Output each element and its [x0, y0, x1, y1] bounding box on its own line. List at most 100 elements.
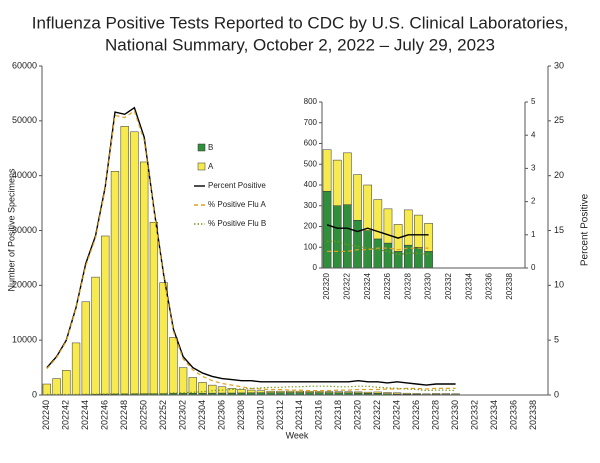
y2-tick-label: 30	[554, 60, 564, 70]
bar	[424, 223, 433, 252]
bar	[120, 126, 129, 395]
y2-tick-label: 0	[531, 263, 536, 272]
bar	[285, 390, 295, 393]
bar	[52, 378, 61, 396]
y-tick-label: 100	[304, 242, 318, 251]
bar	[431, 393, 441, 395]
x-tick-label: 202326	[411, 400, 421, 430]
bar	[334, 391, 343, 394]
bar	[140, 161, 149, 395]
bar	[383, 242, 393, 269]
y-tick-label: 60000	[12, 60, 37, 70]
bar	[451, 393, 460, 395]
bar	[422, 393, 431, 395]
x-tick-label: 202250	[139, 400, 149, 430]
x-tick-label: 202338	[505, 272, 514, 299]
y-tick-label: 800	[304, 97, 318, 106]
x-tick-label: 202336	[485, 272, 494, 299]
bar	[62, 370, 71, 396]
y-tick-label: 700	[304, 118, 318, 127]
bar	[110, 171, 120, 395]
x-tick-label: 202324	[363, 272, 372, 299]
line	[326, 224, 429, 239]
line	[327, 247, 429, 252]
bar	[101, 235, 110, 395]
legend-label: Percent Positive	[208, 181, 266, 190]
bar	[332, 159, 342, 207]
legend-label: A	[208, 162, 214, 171]
x-tick-label: 202240	[41, 400, 51, 430]
x-tick-label: 202310	[255, 400, 265, 430]
bar	[42, 383, 52, 396]
y2-tick-label: 15	[554, 225, 564, 235]
y2-tick-label: 5	[554, 335, 559, 345]
bar	[412, 393, 421, 395]
y-tick-label: 50000	[12, 115, 37, 125]
bar	[315, 391, 324, 393]
bar	[130, 131, 139, 395]
x-tick-label: 202330	[450, 400, 460, 430]
x-tick-label: 202324	[392, 400, 402, 430]
y-tick-label: 40000	[12, 170, 37, 180]
bar	[81, 301, 90, 395]
bar	[247, 389, 256, 394]
y-tick-label: 200	[304, 222, 318, 231]
y2-tick-label: 25	[554, 115, 564, 125]
bar	[343, 204, 352, 269]
bar	[441, 393, 450, 395]
bar	[373, 199, 383, 240]
y-tick-label: 600	[304, 139, 318, 148]
bar	[393, 251, 403, 269]
x-tick-label: 202330	[424, 272, 433, 299]
y2-tick-label: 10	[554, 280, 564, 290]
x-tick-label: 202326	[383, 272, 392, 299]
bar	[344, 391, 353, 394]
bar	[414, 214, 423, 248]
bar	[208, 384, 217, 394]
x-tick-label: 202304	[197, 400, 207, 430]
x-tick-label: 202332	[469, 400, 479, 430]
y2-tick-label: 2	[531, 197, 536, 206]
y-tick-label: 0	[32, 389, 37, 399]
y2-tick-label: 5	[531, 97, 536, 106]
x-tick-label: 202322	[342, 272, 351, 299]
x-tick-label: 202320	[322, 272, 331, 299]
x-tick-label: 202334	[489, 400, 499, 430]
y-tick-label: 400	[304, 180, 318, 189]
bar	[237, 389, 246, 394]
bar	[178, 367, 188, 394]
x-tick-label: 202314	[294, 400, 304, 430]
plot-area	[322, 102, 525, 268]
bar	[383, 208, 393, 244]
bar	[256, 390, 266, 393]
bar	[71, 342, 81, 395]
x-tick-label: 202318	[333, 400, 343, 430]
y2-tick-label: 20	[554, 170, 564, 180]
bar	[383, 392, 392, 394]
legend-swatch	[197, 162, 206, 171]
x-tick-label: 202312	[275, 400, 285, 430]
bar	[322, 190, 332, 269]
bar	[363, 184, 372, 231]
legend-label: % Positive Flu B	[208, 219, 266, 228]
x-axis-label: Week	[286, 430, 309, 440]
bar	[266, 390, 275, 393]
x-tick-label: 202336	[508, 400, 518, 430]
bar	[295, 390, 305, 393]
legend-swatch	[197, 143, 206, 152]
x-tick-label: 202332	[444, 272, 453, 299]
bar	[332, 205, 342, 269]
x-tick-label: 202320	[353, 400, 363, 430]
x-tick-label: 202322	[372, 400, 382, 430]
y2-tick-label: 0	[554, 389, 559, 399]
legend-label: B	[208, 143, 213, 152]
y2-tick-label: 4	[531, 130, 536, 139]
y-axis-label: Number of Positive Specimens	[6, 168, 16, 292]
y-tick-label: 10000	[12, 335, 37, 345]
x-tick-label: 202334	[464, 272, 473, 299]
y-tick-label: 0	[313, 263, 318, 272]
bar	[227, 388, 236, 394]
bar	[159, 282, 168, 394]
bar	[353, 220, 362, 269]
